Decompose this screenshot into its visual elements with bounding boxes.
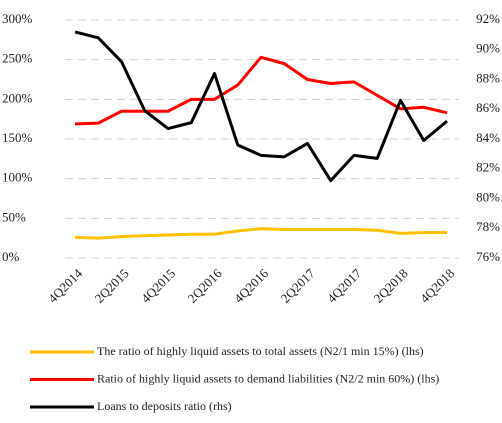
x-tick-label: 2Q2016 [185, 265, 226, 306]
legend-label: Loans to deposits ratio (rhs) [97, 399, 232, 413]
y-tick-label: 50% [2, 209, 26, 224]
y2-tick-label: 92% [476, 11, 500, 26]
y-tick-label: 150% [2, 130, 33, 145]
x-tick-label: 4Q2017 [324, 265, 365, 306]
y2-tick-label: 76% [476, 249, 500, 264]
y-tick-label: 200% [2, 90, 33, 105]
y-tick-label: 0% [2, 249, 20, 264]
series-line [74, 227, 447, 240]
x-tick-label: 4Q2015 [138, 266, 178, 306]
y2-tick-label: 84% [476, 130, 500, 145]
y2-tick-label: 90% [476, 41, 500, 56]
series-line [74, 30, 448, 183]
y-tick-label: 100% [2, 170, 33, 185]
y-tick-label: 300% [2, 11, 33, 26]
y2-tick-label: 78% [476, 219, 500, 234]
x-tick-label: 2Q2017 [278, 265, 319, 306]
series-line [74, 55, 448, 126]
x-tick-label: 2Q2015 [92, 266, 132, 306]
x-tick-label: 4Q2014 [45, 265, 86, 306]
x-tick-label: 2Q2018 [371, 266, 411, 306]
legend-label: Ratio of highly liquid assets to demand … [97, 371, 439, 385]
y2-tick-label: 80% [476, 189, 500, 204]
y2-tick-label: 88% [476, 70, 500, 85]
y2-tick-label: 86% [476, 100, 500, 115]
x-tick-label: 4Q2016 [231, 265, 272, 306]
x-tick-label: 4Q2018 [417, 266, 457, 306]
y2-tick-label: 82% [476, 160, 500, 175]
y-tick-label: 250% [2, 51, 33, 66]
legend-label: The ratio of highly liquid assets to tot… [97, 344, 424, 358]
